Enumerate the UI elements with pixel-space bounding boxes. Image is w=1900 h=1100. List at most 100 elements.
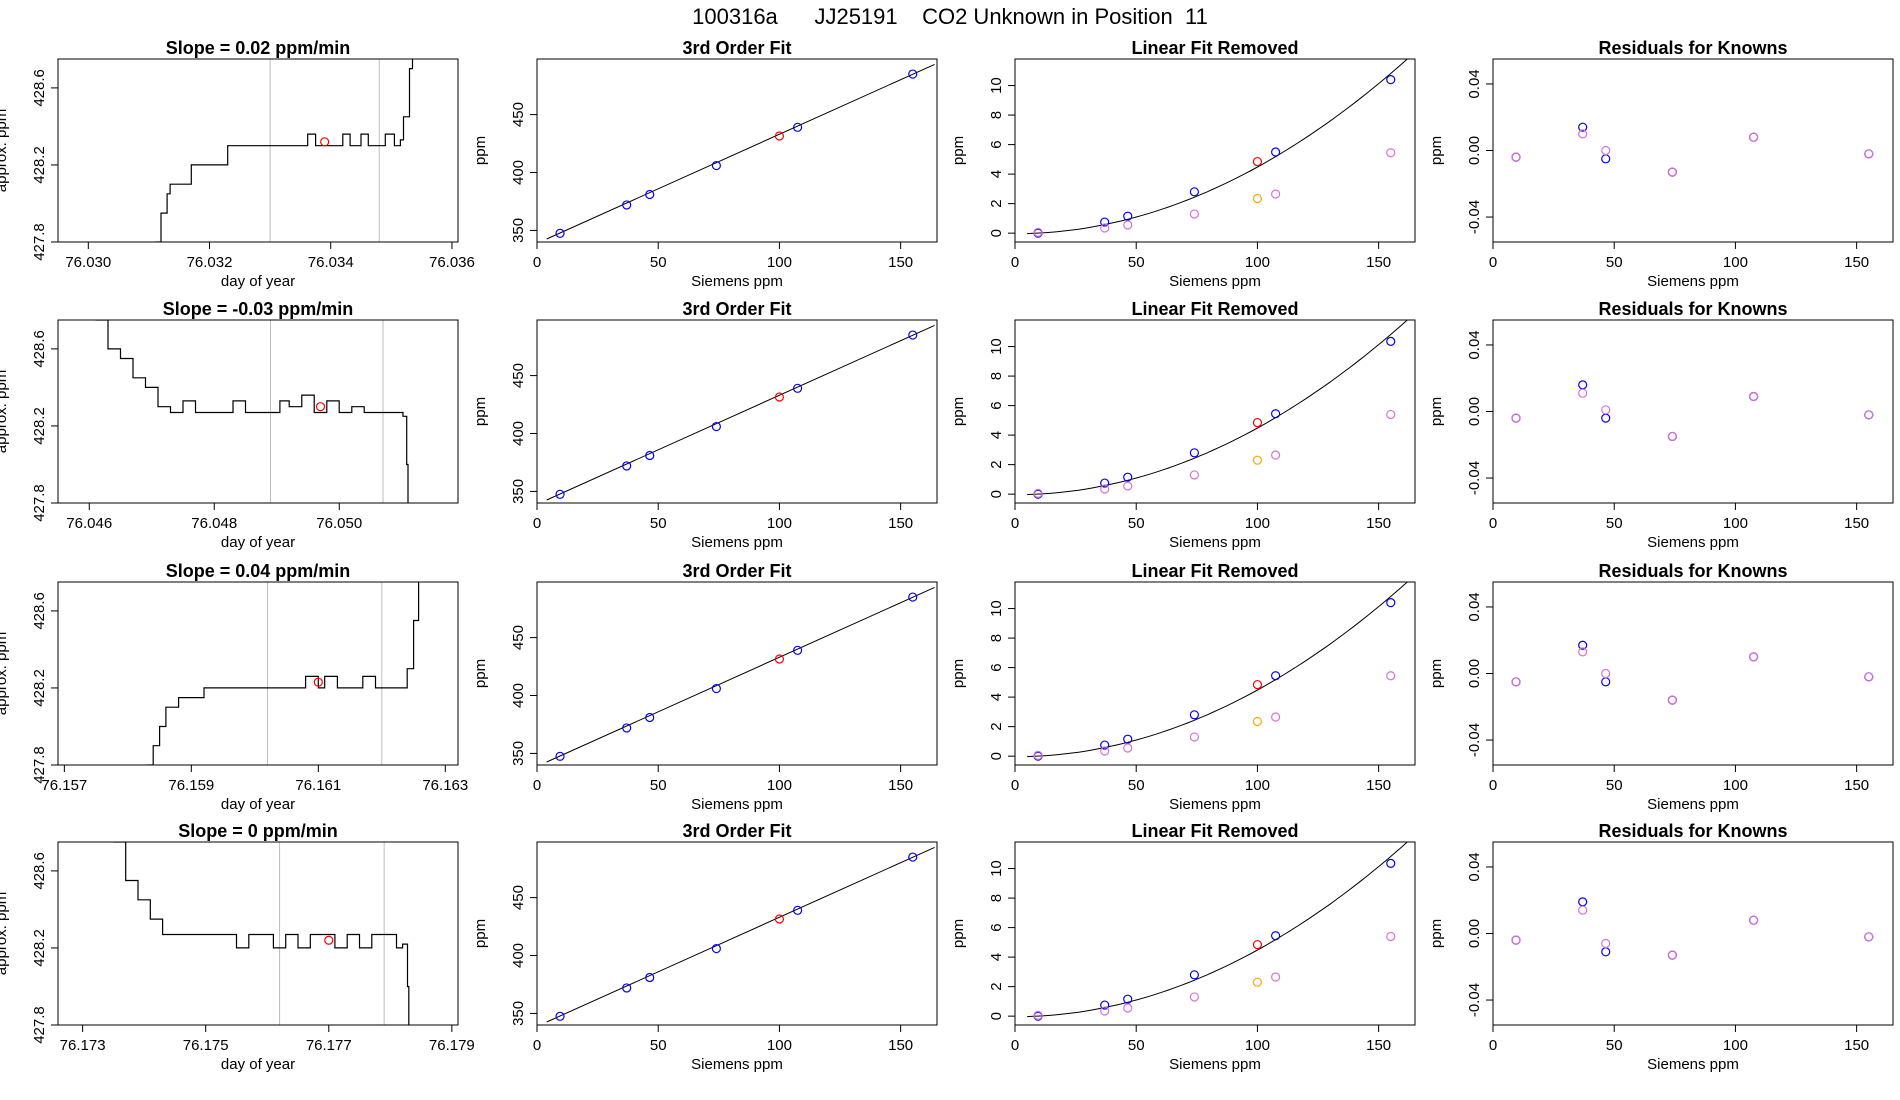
x-tick-label: 0 — [1011, 1037, 1019, 1054]
data-point-orange — [1252, 716, 1263, 727]
x-tick-label: 0 — [1011, 515, 1019, 532]
y-tick-label: 400 — [510, 683, 527, 708]
chart-title: Residuals for Knowns — [1598, 821, 1787, 841]
data-point-blue — [555, 489, 565, 499]
data-point-blue — [793, 383, 803, 393]
fit-curve — [1027, 582, 1409, 758]
y-tick-label: 0 — [988, 1012, 1005, 1020]
y-tick-label: 427.8 — [31, 746, 48, 784]
plot-frame — [1014, 841, 1416, 1026]
y-axis-label: approx. ppm — [0, 892, 10, 975]
data-point-violet — [1033, 227, 1043, 238]
plot-frame — [57, 58, 459, 243]
x-axis-label: Siemens ppm — [691, 796, 783, 813]
x-tick-label: 76.161 — [295, 777, 341, 794]
data-point-blue — [1271, 409, 1281, 419]
data-point-violet — [1189, 470, 1199, 480]
data-point-blue — [1123, 211, 1133, 221]
y-tick-label: 427.8 — [31, 1006, 48, 1044]
data-point-blue — [645, 972, 655, 983]
plot-frame — [1492, 581, 1894, 766]
y-tick-label: 350 — [510, 1001, 527, 1026]
x-tick-label: 0 — [1011, 254, 1019, 271]
x-axis-label: Siemens ppm — [1647, 796, 1739, 813]
x-tick-label: 50 — [1128, 254, 1145, 271]
x-axis-label: day of year — [221, 534, 295, 551]
data-point-violet — [1386, 148, 1396, 158]
data-point-violet — [1100, 484, 1110, 494]
x-tick-label: 150 — [888, 777, 913, 794]
data-point-blue — [1271, 147, 1281, 157]
y-tick-label: 350 — [510, 218, 527, 243]
fit-curve — [546, 63, 935, 240]
fit-curve — [1027, 320, 1409, 496]
data-point-violet — [1601, 145, 1611, 156]
chart-title: Slope = 0.04 ppm/min — [166, 561, 351, 581]
plot-frame — [1492, 58, 1894, 243]
chart-panel-r3c1: Slope = 0.04 ppm/min day of year approx. p… — [0, 561, 468, 813]
chart-title: Slope = -0.03 ppm/min — [163, 299, 354, 319]
x-tick-label: 50 — [650, 254, 667, 271]
x-tick-label: 100 — [1245, 254, 1270, 271]
data-point-blue — [1123, 994, 1133, 1004]
x-tick-label: 0 — [1011, 777, 1019, 794]
x-tick-label: 100 — [767, 254, 792, 271]
y-tick-label: 0.04 — [1466, 330, 1483, 359]
x-tick-label: 50 — [1128, 1037, 1145, 1054]
x-tick-label: 100 — [767, 1037, 792, 1054]
x-tick-label: 150 — [1366, 254, 1391, 271]
data-point-blue — [555, 1011, 565, 1021]
data-point-violet — [1511, 935, 1521, 945]
plot-frame — [1014, 319, 1416, 504]
x-tick-label: 150 — [1366, 1037, 1391, 1054]
data-point-blue — [645, 712, 655, 723]
x-tick-label: 76.030 — [65, 254, 111, 271]
y-tick-label: 428.2 — [31, 407, 48, 445]
plot-area — [155, 59, 414, 242]
y-tick-label: 450 — [510, 885, 527, 910]
chart-panel-r4c4: Residuals for Knowns Siemens ppm ppm 0 50 100… — [1428, 821, 1894, 1073]
y-tick-label: 450 — [510, 102, 527, 127]
x-tick-label: 76.163 — [422, 777, 468, 794]
x-tick-label: 100 — [767, 777, 792, 794]
data-point-blue — [645, 189, 655, 200]
plot-area — [546, 846, 935, 1023]
chart-title: 3rd Order Fit — [682, 38, 791, 58]
plot-frame — [536, 58, 938, 243]
data-point-blue — [1100, 740, 1110, 750]
chart-panel-r1c2: 3rd Order Fit Siemens ppm ppm 0 50 100 150 350 4… — [472, 38, 938, 290]
x-axis-label: Siemens ppm — [1647, 534, 1739, 551]
data-point-blue — [1271, 931, 1281, 941]
plot-area — [146, 582, 420, 765]
y-tick-label: -0.04 — [1466, 461, 1483, 495]
x-tick-label: 0 — [1489, 1037, 1497, 1054]
plot-area — [546, 586, 935, 763]
y-tick-label: 0.00 — [1466, 136, 1483, 165]
y-tick-label: 6 — [988, 663, 1005, 671]
y-tick-label: 0 — [988, 490, 1005, 498]
data-point-blue — [1123, 472, 1133, 482]
plot-area — [1511, 897, 1874, 960]
x-axis-label: day of year — [221, 273, 295, 290]
x-tick-label: 150 — [1366, 777, 1391, 794]
y-axis-label: ppm — [1428, 919, 1445, 948]
y-tick-label: 0.04 — [1466, 69, 1483, 98]
data-point-blue — [622, 200, 632, 210]
data-point-violet — [1511, 413, 1521, 423]
x-tick-label: 76.036 — [429, 254, 475, 271]
chart-title: Linear Fit Removed — [1131, 821, 1298, 841]
y-tick-label: 428.6 — [31, 330, 48, 368]
y-tick-label: 2 — [988, 460, 1005, 468]
plot-frame — [1014, 58, 1416, 243]
x-tick-label: 150 — [888, 515, 913, 532]
y-axis-label: approx. ppm — [0, 109, 10, 192]
y-axis-label: ppm — [950, 919, 967, 948]
data-point-violet — [1123, 220, 1133, 230]
data-point-blue — [1578, 640, 1588, 650]
y-axis-label: ppm — [950, 136, 967, 165]
data-point-blue — [555, 228, 565, 238]
data-point-violet — [1511, 152, 1521, 162]
data-point-violet — [1667, 950, 1677, 960]
